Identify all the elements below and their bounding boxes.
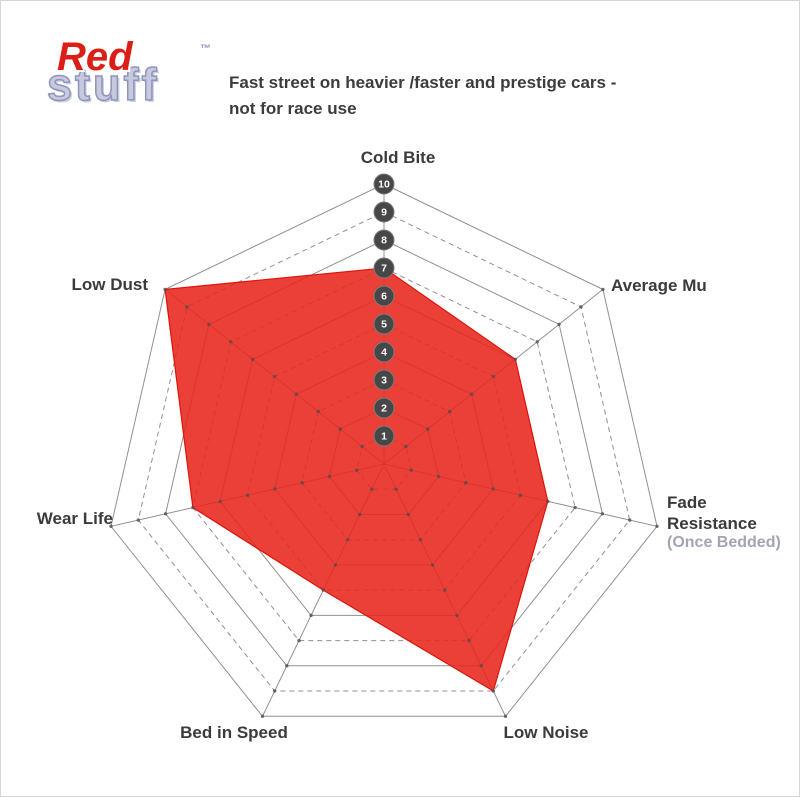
description-line-1: Fast street on heavier /faster and prest… <box>229 73 617 92</box>
description-line-2: not for race use <box>229 99 357 118</box>
svg-text:4: 4 <box>381 347 387 359</box>
logo-stuff-text: stuff <box>46 59 160 110</box>
svg-text:3: 3 <box>381 375 387 387</box>
axis-label-low-dust: Low Dust <box>71 275 149 294</box>
axis-label-bed-in-speed: Bed in Speed <box>180 723 288 742</box>
axis-label-cold-bite: Cold Bite <box>360 148 436 167</box>
trademark-symbol: ™ <box>200 43 211 55</box>
svg-text:5: 5 <box>381 319 387 331</box>
axis-label-average-mu: Average Mu <box>611 276 707 295</box>
logo-red-text: Red <box>57 35 133 79</box>
product-description: Fast street on heavier /faster and prest… <box>229 70 689 122</box>
axis-sublabel-once-bedded: (Once Bedded) <box>667 534 781 551</box>
svg-text:1: 1 <box>381 431 387 443</box>
svg-text:6: 6 <box>381 291 387 303</box>
svg-text:2: 2 <box>381 403 387 415</box>
svg-text:9: 9 <box>381 207 387 219</box>
redstuff-logo: Red ™ stuff <box>46 35 217 132</box>
axis-label-wear-life: Wear Life <box>36 509 113 528</box>
svg-text:7: 7 <box>381 263 387 275</box>
axis-label-fade-resistance-block: Fade Resistance (Once Bedded) <box>667 492 781 552</box>
svg-text:8: 8 <box>381 235 387 247</box>
axis-label-low-noise: Low Noise <box>503 723 589 742</box>
axis-label-fade-resistance: Fade Resistance <box>667 493 757 533</box>
svg-text:10: 10 <box>378 179 390 191</box>
